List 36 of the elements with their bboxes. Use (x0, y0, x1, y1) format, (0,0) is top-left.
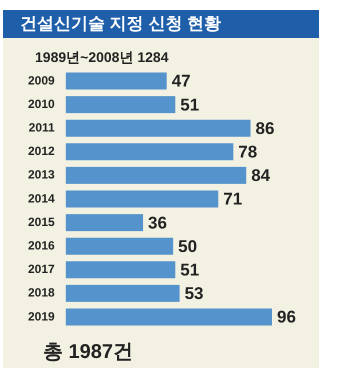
text: 1989년~2008년 1284 (35, 49, 168, 67)
bar (66, 238, 174, 255)
text: 총 1987건 (43, 340, 134, 365)
data-label: 47 (172, 72, 191, 91)
y-tick-label: 2009 (28, 73, 56, 88)
y-tick-label: 2012 (28, 144, 56, 158)
bar (66, 308, 272, 326)
data-label: 96 (276, 308, 296, 327)
data-label: 51 (180, 260, 200, 280)
y-tick-label: 2016 (28, 238, 56, 253)
bar (66, 214, 144, 232)
data-label: 53 (184, 284, 204, 304)
data-label: 36 (148, 213, 167, 232)
chart-title: 건설신기술 지정 신청 현황 (3, 10, 319, 38)
bar (66, 261, 176, 278)
bar (66, 120, 251, 137)
data-label: 86 (256, 118, 274, 138)
y-tick-label: 2011 (28, 120, 56, 135)
y-tick-label: 2010 (28, 96, 56, 111)
data-label: 78 (238, 142, 258, 162)
y-tick-label: 2015 (28, 214, 56, 229)
y-tick-label: 2014 (28, 191, 56, 206)
bar (66, 166, 246, 184)
data-label: 71 (223, 190, 242, 209)
bar (66, 190, 218, 208)
bar (66, 96, 176, 114)
y-tick-label: 2017 (28, 262, 56, 276)
y-tick-label: 2013 (28, 168, 56, 182)
y-tick-label: 2018 (28, 286, 56, 300)
bar (66, 284, 180, 302)
data-label: 50 (178, 236, 198, 256)
y-tick-label: 2019 (28, 309, 56, 324)
bar (66, 143, 234, 160)
data-label: 84 (251, 166, 271, 186)
bar (66, 72, 167, 90)
data-label: 51 (180, 95, 200, 114)
